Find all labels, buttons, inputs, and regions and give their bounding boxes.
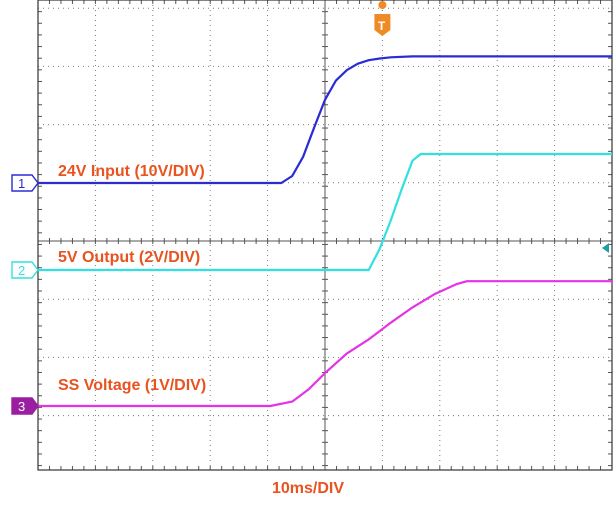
- channel-marker-label-ch2: 2: [18, 263, 25, 278]
- trigger-position-dot: [378, 1, 387, 9]
- trace-ch1: [38, 55, 612, 185]
- channel-marker-label-ch3: 3: [18, 399, 25, 414]
- channel-marker-ch1[interactable]: [11, 174, 39, 192]
- trace-ch2: [38, 152, 612, 272]
- trigger-level-arrow[interactable]: [602, 243, 609, 253]
- trigger-marker[interactable]: [374, 14, 391, 36]
- series-label-ch2: 5V Output (2V/DIV): [58, 249, 200, 266]
- channel-marker-label-ch1: 1: [18, 176, 25, 191]
- channel-marker-ch2[interactable]: [11, 261, 39, 279]
- x-axis-scale-label: 10ms/DIV: [271, 480, 345, 497]
- trace-ch3: [38, 280, 612, 408]
- trigger-marker-label: T: [378, 19, 386, 33]
- series-labels: 24V Input (10V/DIV) 5V Output (2V/DIV) SS …: [58, 163, 206, 394]
- channel-markers: 1 2 3 T: [11, 1, 609, 415]
- plot-border: [37, 0, 613, 471]
- channel-marker-ch3[interactable]: [11, 397, 39, 415]
- series-label-ch1: 24V Input (10V/DIV): [58, 163, 205, 180]
- traces: [38, 55, 612, 408]
- graticule: [37, 0, 613, 471]
- series-label-ch3: SS Voltage (1V/DIV): [58, 377, 206, 394]
